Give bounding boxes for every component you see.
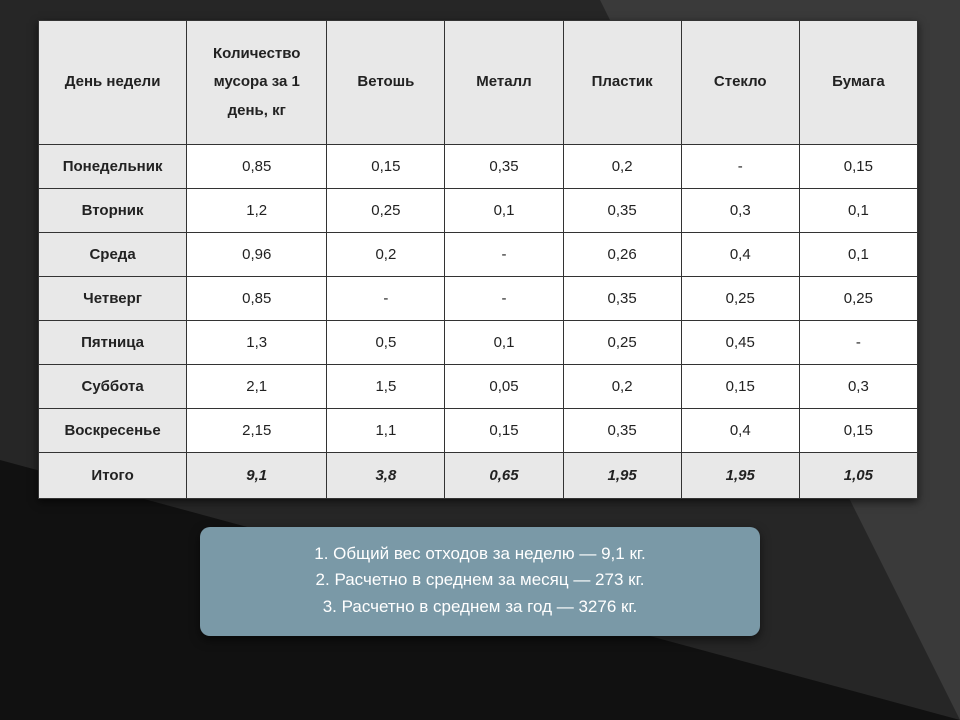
totals-value: 1,05 bbox=[799, 453, 917, 499]
cell-value: 0,5 bbox=[327, 321, 445, 365]
table-row: Среда 0,96 0,2 - 0,26 0,4 0,1 bbox=[39, 233, 918, 277]
row-day-label: Понедельник bbox=[39, 145, 187, 189]
summary-line: 2. Расчетно в среднем за месяц — 273 кг. bbox=[222, 567, 738, 593]
cell-value: 0,35 bbox=[563, 277, 681, 321]
cell-value: 0,96 bbox=[187, 233, 327, 277]
cell-value: 0,2 bbox=[563, 365, 681, 409]
col-header-total: Количество мусора за 1 день, кг bbox=[187, 21, 327, 145]
cell-value: 0,15 bbox=[799, 409, 917, 453]
table-totals-row: Итого 9,1 3,8 0,65 1,95 1,95 1,05 bbox=[39, 453, 918, 499]
summary-box: 1. Общий вес отходов за неделю — 9,1 кг.… bbox=[200, 527, 760, 636]
cell-value: 1,2 bbox=[187, 189, 327, 233]
cell-value: - bbox=[327, 277, 445, 321]
row-day-label: Четверг bbox=[39, 277, 187, 321]
cell-value: 0,26 bbox=[563, 233, 681, 277]
cell-value: 0,25 bbox=[327, 189, 445, 233]
cell-value: - bbox=[445, 233, 563, 277]
slide-content: День недели Количество мусора за 1 день,… bbox=[0, 0, 960, 636]
totals-value: 1,95 bbox=[681, 453, 799, 499]
cell-value: 0,35 bbox=[445, 145, 563, 189]
cell-value: 0,1 bbox=[445, 189, 563, 233]
cell-value: 0,25 bbox=[681, 277, 799, 321]
col-header-day: День недели bbox=[39, 21, 187, 145]
waste-table: День недели Количество мусора за 1 день,… bbox=[38, 20, 918, 499]
cell-value: 1,3 bbox=[187, 321, 327, 365]
cell-value: 0,85 bbox=[187, 277, 327, 321]
cell-value: 1,1 bbox=[327, 409, 445, 453]
row-day-label: Воскресенье bbox=[39, 409, 187, 453]
cell-value: 0,2 bbox=[563, 145, 681, 189]
cell-value: 0,4 bbox=[681, 233, 799, 277]
cell-value: 1,5 bbox=[327, 365, 445, 409]
cell-value: - bbox=[681, 145, 799, 189]
row-day-label: Суббота bbox=[39, 365, 187, 409]
cell-value: 0,15 bbox=[445, 409, 563, 453]
cell-value: 0,25 bbox=[799, 277, 917, 321]
cell-value: - bbox=[445, 277, 563, 321]
cell-value: 0,3 bbox=[799, 365, 917, 409]
cell-value: 0,85 bbox=[187, 145, 327, 189]
row-day-label: Среда bbox=[39, 233, 187, 277]
cell-value: 0,15 bbox=[681, 365, 799, 409]
table-row: Пятница 1,3 0,5 0,1 0,25 0,45 - bbox=[39, 321, 918, 365]
col-header-rags: Ветошь bbox=[327, 21, 445, 145]
cell-value: 0,05 bbox=[445, 365, 563, 409]
col-header-glass: Стекло bbox=[681, 21, 799, 145]
row-day-label: Вторник bbox=[39, 189, 187, 233]
cell-value: 0,25 bbox=[563, 321, 681, 365]
cell-value: 0,4 bbox=[681, 409, 799, 453]
row-day-label: Пятница bbox=[39, 321, 187, 365]
cell-value: 0,1 bbox=[799, 233, 917, 277]
totals-value: 3,8 bbox=[327, 453, 445, 499]
cell-value: 0,35 bbox=[563, 189, 681, 233]
col-header-plastic: Пластик bbox=[563, 21, 681, 145]
cell-value: 0,1 bbox=[445, 321, 563, 365]
table-row: Суббота 2,1 1,5 0,05 0,2 0,15 0,3 bbox=[39, 365, 918, 409]
cell-value: 0,15 bbox=[327, 145, 445, 189]
table-row: Воскресенье 2,15 1,1 0,15 0,35 0,4 0,15 bbox=[39, 409, 918, 453]
totals-value: 1,95 bbox=[563, 453, 681, 499]
table-row: Четверг 0,85 - - 0,35 0,25 0,25 bbox=[39, 277, 918, 321]
cell-value: 0,45 bbox=[681, 321, 799, 365]
summary-line: 3. Расчетно в среднем за год — 3276 кг. bbox=[222, 594, 738, 620]
table-header-row: День недели Количество мусора за 1 день,… bbox=[39, 21, 918, 145]
table-row: Вторник 1,2 0,25 0,1 0,35 0,3 0,1 bbox=[39, 189, 918, 233]
totals-value: 9,1 bbox=[187, 453, 327, 499]
totals-value: 0,65 bbox=[445, 453, 563, 499]
cell-value: 0,1 bbox=[799, 189, 917, 233]
col-header-paper: Бумага bbox=[799, 21, 917, 145]
cell-value: 0,2 bbox=[327, 233, 445, 277]
cell-value: 2,15 bbox=[187, 409, 327, 453]
col-header-metal: Металл bbox=[445, 21, 563, 145]
summary-line: 1. Общий вес отходов за неделю — 9,1 кг. bbox=[222, 541, 738, 567]
cell-value: 2,1 bbox=[187, 365, 327, 409]
cell-value: 0,15 bbox=[799, 145, 917, 189]
table-row: Понедельник 0,85 0,15 0,35 0,2 - 0,15 bbox=[39, 145, 918, 189]
cell-value: - bbox=[799, 321, 917, 365]
cell-value: 0,3 bbox=[681, 189, 799, 233]
cell-value: 0,35 bbox=[563, 409, 681, 453]
totals-label: Итого bbox=[39, 453, 187, 499]
